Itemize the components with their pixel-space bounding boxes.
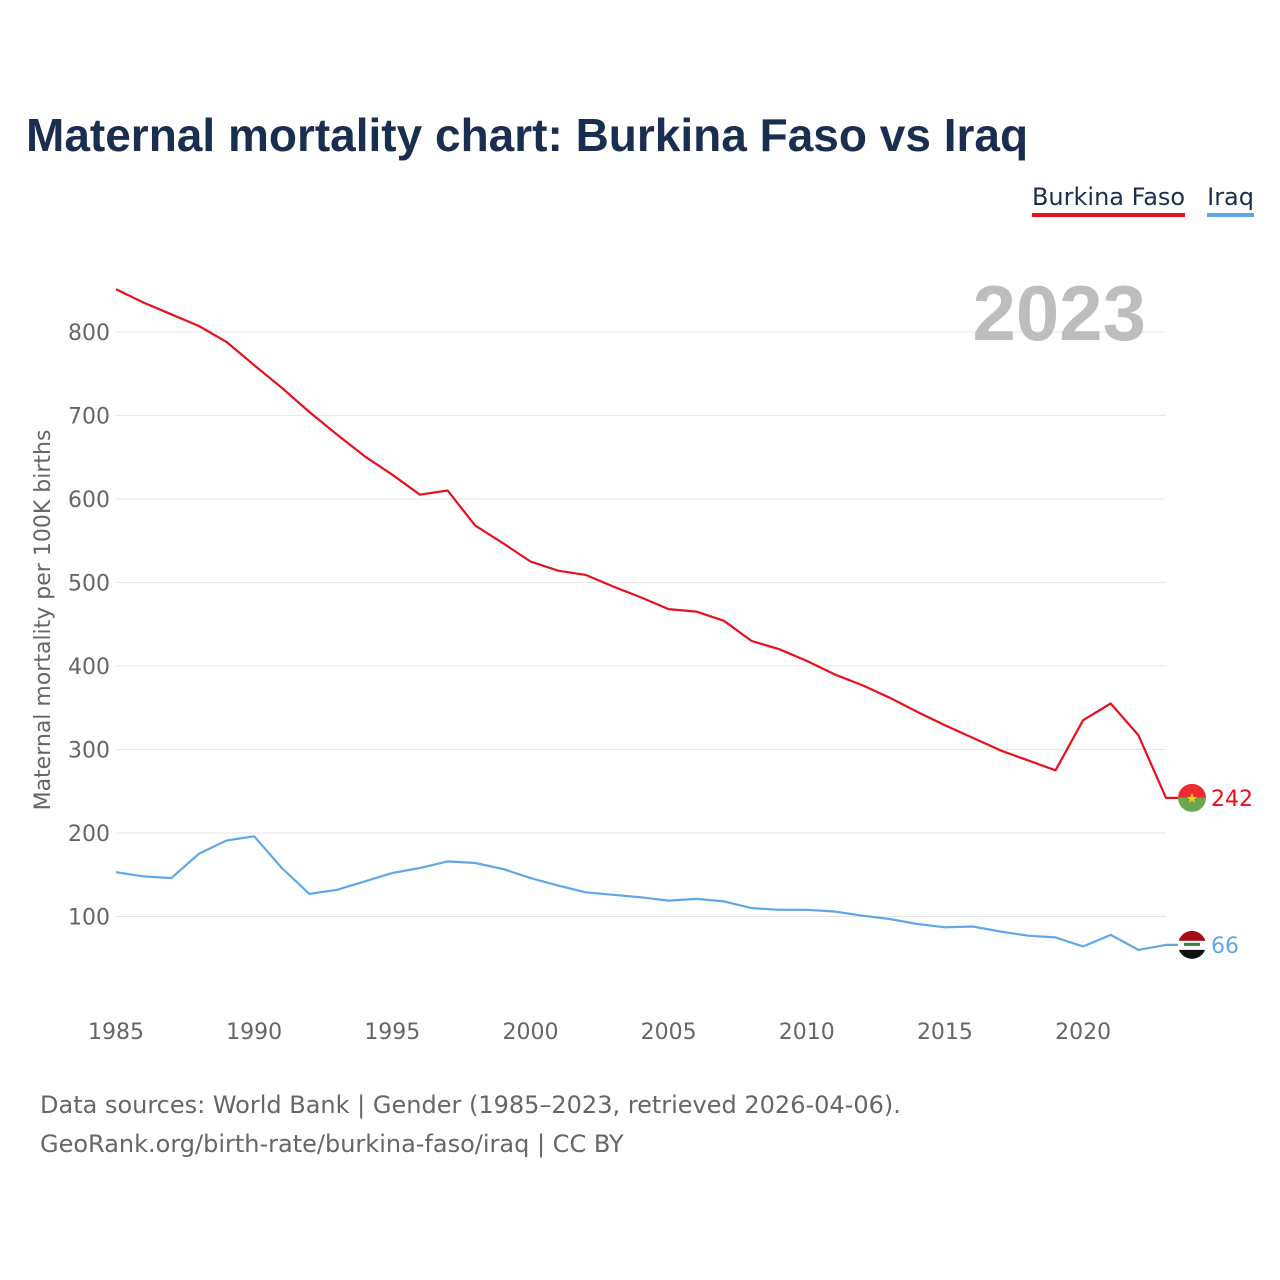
footer-link[interactable]: GeoRank.org/birth-rate/burkina-faso/iraq… [40, 1130, 624, 1158]
y-axis-ticks: 100 200 300 400 500 600 700 800 [68, 321, 110, 931]
y-tick-label: 600 [68, 488, 110, 513]
end-value-label: 242 [1211, 787, 1253, 812]
legend: Burkina Faso Iraq [1031, 183, 1254, 217]
footer-sources: Data sources: World Bank | Gender (1985–… [40, 1091, 901, 1119]
burkina-faso-flag-marker [1178, 783, 1206, 812]
legend-item-burkina-faso[interactable]: Burkina Faso [1031, 183, 1186, 217]
y-tick-label: 400 [68, 655, 110, 680]
chart-title: Maternal mortality chart: Burkina Faso v… [26, 109, 1029, 161]
x-tick-label: 2005 [641, 1020, 697, 1045]
x-axis-ticks: 1985 1990 1995 2000 2005 2010 2015 2020 [88, 1020, 1111, 1045]
series-line-0[interactable] [115, 288, 1178, 800]
x-tick-label: 2000 [502, 1020, 558, 1045]
x-tick-label: 1995 [364, 1020, 420, 1045]
y-tick-label: 200 [68, 822, 110, 847]
y-axis-title: Maternal mortality per 100K births [31, 430, 56, 811]
y-tick-label: 500 [68, 571, 110, 596]
x-tick-label: 2015 [917, 1020, 973, 1045]
x-tick-label: 2020 [1055, 1020, 1111, 1045]
end-value-label: 66 [1211, 934, 1239, 959]
y-tick-label: 700 [68, 404, 110, 429]
series-lines [115, 288, 1178, 952]
footer: Data sources: World Bank | Gender (1985–… [40, 1086, 901, 1164]
x-tick-label: 2010 [779, 1020, 835, 1045]
line-chart: 100 200 300 400 500 600 700 800 1985 1990 1995 200… [31, 269, 1253, 1045]
x-tick-label: 1990 [226, 1020, 282, 1045]
year-label: 2023 [972, 269, 1146, 357]
end-markers: 242 66 [1178, 783, 1253, 959]
y-tick-label: 800 [68, 321, 110, 346]
y-tick-label: 300 [68, 738, 110, 763]
x-tick-label: 1985 [88, 1020, 144, 1045]
iraq-flag-marker [1178, 930, 1206, 959]
series-line-1[interactable] [115, 835, 1178, 952]
legend-item-iraq[interactable]: Iraq [1207, 183, 1254, 217]
grid-lines [116, 331, 1166, 917]
y-tick-label: 100 [68, 905, 110, 930]
